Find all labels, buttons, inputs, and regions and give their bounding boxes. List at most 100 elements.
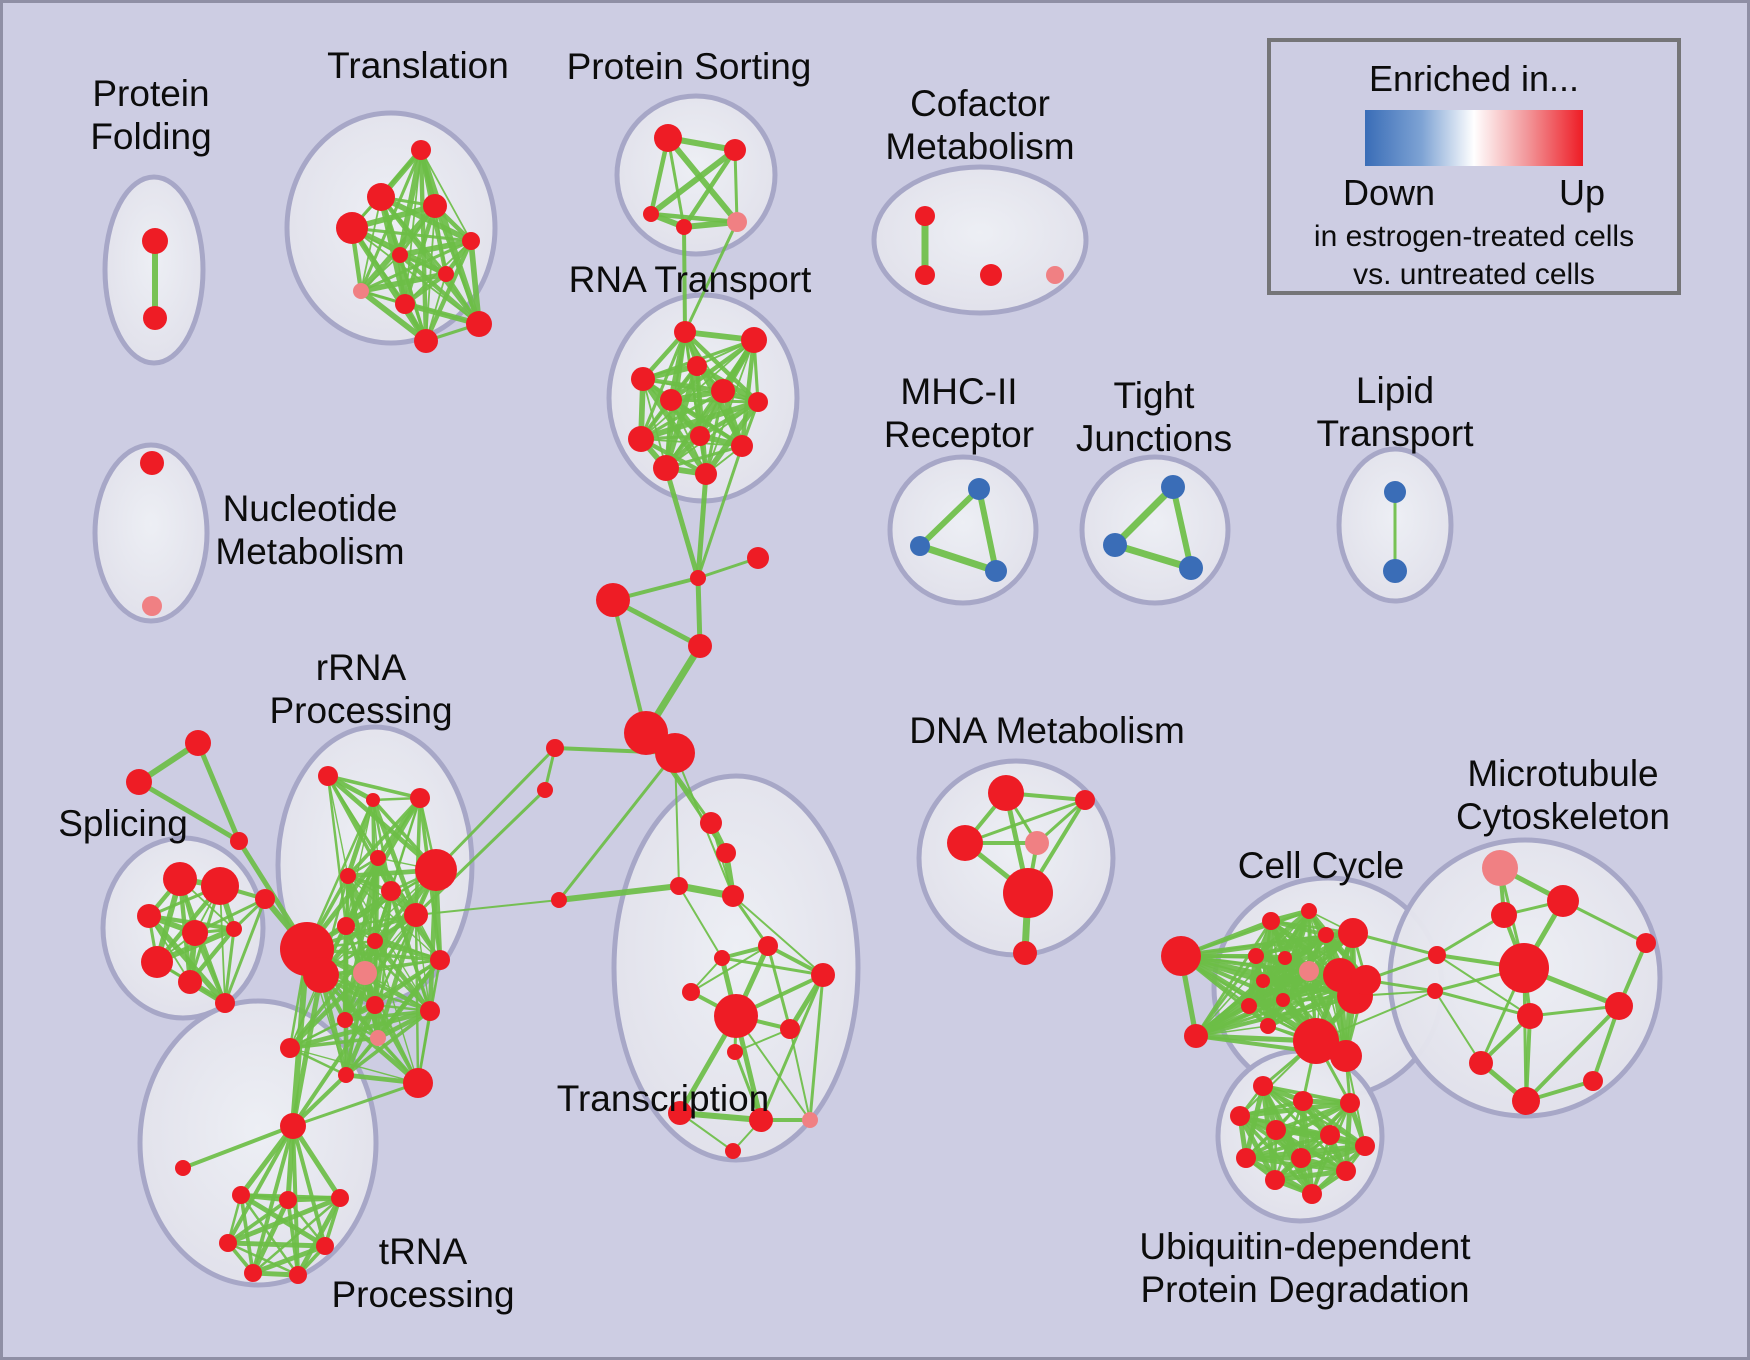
transcription-node[interactable] [758, 936, 778, 956]
protein-sorting-node[interactable] [676, 219, 692, 235]
splicing-satellite-node[interactable] [185, 730, 211, 756]
splicing-node[interactable] [163, 862, 197, 896]
rna-transport-node[interactable] [748, 392, 768, 412]
splicing-node[interactable] [137, 904, 161, 928]
microtubule-cytoskeleton-node[interactable] [1482, 850, 1518, 886]
rrna-processing-node[interactable] [338, 1067, 354, 1083]
transcription-node[interactable] [727, 1044, 743, 1060]
transcription-node[interactable] [700, 812, 722, 834]
cell-cycle-node[interactable] [1299, 961, 1319, 981]
connector-chain-node[interactable] [596, 583, 630, 617]
cell-cycle-node[interactable] [1351, 965, 1381, 995]
microtubule-cytoskeleton-node[interactable] [1428, 946, 1446, 964]
rna-transport-node[interactable] [690, 426, 710, 446]
cell-cycle-node[interactable] [1276, 993, 1290, 1007]
dna-metabolism-node[interactable] [988, 775, 1024, 811]
rrna-processing-node[interactable] [366, 996, 384, 1014]
rna-transport-node[interactable] [741, 327, 767, 353]
rrna-processing-node[interactable] [381, 881, 401, 901]
protein-folding-node[interactable] [142, 228, 168, 254]
cell-cycle-node[interactable] [1260, 1018, 1276, 1034]
microtubule-cytoskeleton-node[interactable] [1491, 902, 1517, 928]
trna-processing-node[interactable] [331, 1189, 349, 1207]
splicing-node[interactable] [201, 867, 239, 905]
transcription-node[interactable] [780, 1019, 800, 1039]
rrna-processing-node[interactable] [415, 849, 457, 891]
connector-chain-node[interactable] [551, 892, 567, 908]
lipid-transport-node[interactable] [1384, 481, 1406, 503]
rrna-processing-node[interactable] [410, 788, 430, 808]
cell-cycle-node[interactable] [1338, 918, 1368, 948]
splicing-satellite-node[interactable] [230, 832, 248, 850]
cofactor-metabolism-node[interactable] [980, 264, 1002, 286]
trna-processing-node[interactable] [289, 1266, 307, 1284]
rna-transport-node[interactable] [695, 463, 717, 485]
cell-cycle-node[interactable] [1241, 998, 1257, 1014]
translation-node[interactable] [466, 311, 492, 337]
rrna-processing-node[interactable] [340, 868, 356, 884]
translation-node[interactable] [411, 140, 431, 160]
cell-cycle-node[interactable] [1301, 903, 1317, 919]
ubiquitin-degradation-node[interactable] [1336, 1161, 1356, 1181]
ubiquitin-degradation-node[interactable] [1253, 1076, 1273, 1096]
trna-processing-node[interactable] [280, 1113, 306, 1139]
microtubule-cytoskeleton-node[interactable] [1499, 943, 1549, 993]
splicing-satellite-node[interactable] [126, 769, 152, 795]
transcription-node[interactable] [802, 1112, 818, 1128]
splicing-node[interactable] [178, 970, 202, 994]
protein-sorting-node[interactable] [643, 206, 659, 222]
rna-transport-node[interactable] [653, 455, 679, 481]
connector-chain-node[interactable] [624, 711, 668, 755]
rrna-processing-node[interactable] [318, 766, 338, 786]
protein-sorting-node[interactable] [654, 124, 682, 152]
trna-processing-node[interactable] [279, 1191, 297, 1209]
connector-chain-node[interactable] [655, 733, 695, 773]
rrna-processing-node[interactable] [367, 933, 383, 949]
translation-node[interactable] [414, 329, 438, 353]
transcription-node[interactable] [716, 843, 736, 863]
rna-transport-node[interactable] [674, 321, 696, 343]
microtubule-cytoskeleton-node[interactable] [1427, 983, 1443, 999]
microtubule-cytoskeleton-node[interactable] [1512, 1087, 1540, 1115]
transcription-node[interactable] [722, 885, 744, 907]
mhc-ii-receptor-node[interactable] [985, 560, 1007, 582]
translation-node[interactable] [336, 212, 368, 244]
mhc-ii-receptor-node[interactable] [910, 536, 930, 556]
trna-processing-node[interactable] [232, 1186, 250, 1204]
connector-chain-node[interactable] [690, 570, 706, 586]
dna-metabolism-node[interactable] [1003, 868, 1053, 918]
transcription-node[interactable] [811, 963, 835, 987]
splicing-node[interactable] [255, 889, 275, 909]
connector-chain-node[interactable] [688, 634, 712, 658]
splicing-node[interactable] [215, 993, 235, 1013]
ubiquitin-degradation-node[interactable] [1236, 1148, 1256, 1168]
translation-node[interactable] [395, 294, 415, 314]
connector-chain-node[interactable] [546, 739, 564, 757]
rna-transport-node[interactable] [687, 356, 707, 376]
dna-metabolism-node[interactable] [1013, 941, 1037, 965]
cell-cycle-node[interactable] [1262, 912, 1280, 930]
rrna-processing-node[interactable] [366, 793, 380, 807]
dna-metabolism-node[interactable] [1025, 831, 1049, 855]
splicing-node[interactable] [141, 946, 173, 978]
rna-transport-node[interactable] [731, 435, 753, 457]
ubiquitin-degradation-node[interactable] [1320, 1125, 1340, 1145]
microtubule-cytoskeleton-node[interactable] [1636, 933, 1656, 953]
dna-metabolism-node[interactable] [1075, 790, 1095, 810]
cell-cycle-node[interactable] [1293, 1018, 1339, 1064]
tight-junctions-node[interactable] [1179, 556, 1203, 580]
ubiquitin-degradation-node[interactable] [1291, 1148, 1311, 1168]
connector-chain-node[interactable] [537, 782, 553, 798]
ubiquitin-degradation-node[interactable] [1355, 1136, 1375, 1156]
rrna-processing-node[interactable] [370, 850, 386, 866]
translation-node[interactable] [353, 283, 369, 299]
microtubule-cytoskeleton-node[interactable] [1469, 1051, 1493, 1075]
ubiquitin-degradation-node[interactable] [1293, 1091, 1313, 1111]
rna-transport-node[interactable] [628, 426, 654, 452]
transcription-node[interactable] [682, 983, 700, 1001]
trna-processing-node[interactable] [244, 1264, 262, 1282]
cell-cycle-node[interactable] [1318, 927, 1334, 943]
microtubule-cytoskeleton-node[interactable] [1517, 1003, 1543, 1029]
rrna-processing-node[interactable] [430, 950, 450, 970]
ubiquitin-degradation-node[interactable] [1230, 1106, 1250, 1126]
